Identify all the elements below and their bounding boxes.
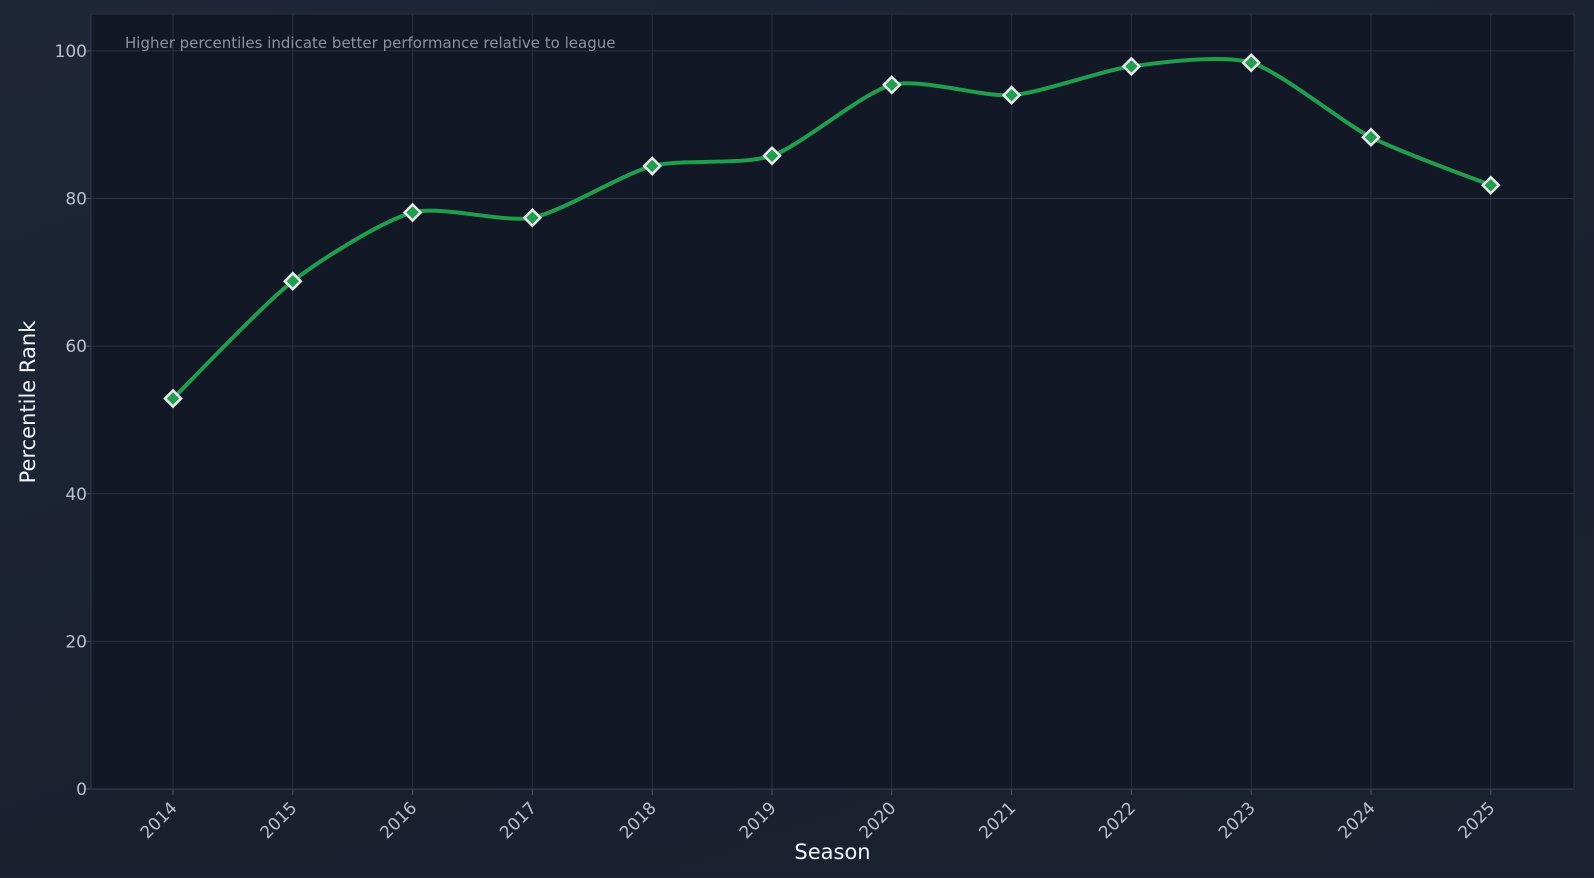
grid-lines [91, 14, 1574, 789]
y-axis-title: Percentile Rank [16, 320, 40, 484]
data-point-marker [1001, 85, 1022, 105]
data-point-marker [1361, 127, 1381, 148]
series-layer [171, 57, 1493, 401]
chart-annotation: Higher percentiles indicate better perfo… [125, 34, 615, 52]
x-tick-label: 2014 [137, 798, 182, 843]
x-tick-label: 2016 [376, 798, 421, 843]
data-point-marker [1241, 52, 1261, 73]
data-point-marker [882, 75, 902, 95]
data-point-marker [642, 156, 662, 176]
x-tick-label: 2023 [1215, 798, 1260, 843]
x-tick-label: 2025 [1455, 798, 1500, 843]
data-point-marker [522, 207, 543, 228]
data-point-marker [283, 271, 303, 291]
x-tick-label: 2022 [1095, 798, 1140, 843]
y-tick-label: 40 [65, 485, 87, 505]
plot-area [91, 14, 1574, 789]
y-tick-label: 80 [65, 190, 87, 210]
marker-layer [163, 52, 1501, 409]
x-tick-label: 2020 [856, 798, 901, 843]
y-tick-label: 100 [55, 42, 87, 62]
x-axis-title: Season [794, 840, 870, 864]
y-tick-label: 20 [65, 632, 87, 652]
plot-frame [90, 13, 1575, 790]
y-tick-label: 60 [65, 337, 87, 357]
x-tick-label: 2019 [736, 798, 781, 843]
data-point-marker [762, 145, 782, 166]
x-tick-label: 2015 [257, 798, 302, 843]
y-tick-label: 0 [76, 780, 87, 800]
x-tick-label: 2017 [496, 798, 541, 843]
series-line [171, 57, 1493, 401]
data-point-marker [1481, 175, 1501, 196]
x-tick-label: 2024 [1335, 798, 1380, 843]
data-point-marker [1121, 56, 1142, 77]
x-tick-label: 2018 [616, 798, 661, 843]
data-point-marker [163, 388, 183, 409]
data-point-marker [402, 202, 423, 223]
x-tick-label: 2021 [975, 798, 1020, 843]
